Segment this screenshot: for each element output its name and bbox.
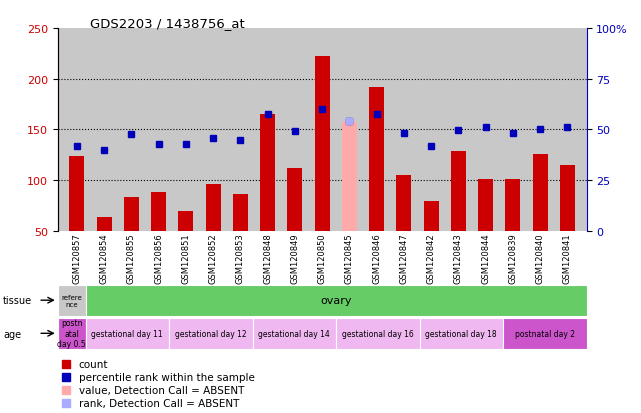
Text: GSM120856: GSM120856: [154, 233, 163, 283]
Bar: [260, 115, 275, 231]
Bar: [85, 318, 169, 349]
Bar: [342, 123, 357, 231]
Bar: [451, 151, 466, 231]
Text: GDS2203 / 1438756_at: GDS2203 / 1438756_at: [90, 17, 244, 29]
Text: GSM120845: GSM120845: [345, 233, 354, 283]
Bar: [533, 154, 547, 231]
Bar: [206, 185, 221, 231]
Text: postn
atal
day 0.5: postn atal day 0.5: [57, 319, 86, 348]
Text: gestational day 12: gestational day 12: [175, 329, 247, 338]
Bar: [478, 180, 493, 231]
Text: GSM120851: GSM120851: [181, 233, 190, 283]
Bar: [396, 176, 412, 231]
Text: gestational day 11: gestational day 11: [92, 329, 163, 338]
Text: GSM120849: GSM120849: [290, 233, 299, 283]
Text: tissue: tissue: [3, 296, 32, 306]
Text: GSM120847: GSM120847: [399, 233, 408, 283]
Bar: [58, 318, 85, 349]
Text: ovary: ovary: [320, 295, 352, 306]
Bar: [233, 195, 248, 231]
Text: rank, Detection Call = ABSENT: rank, Detection Call = ABSENT: [79, 399, 239, 408]
Text: GSM120857: GSM120857: [72, 233, 81, 283]
Bar: [342, 125, 357, 231]
Bar: [315, 57, 329, 231]
Text: GSM120855: GSM120855: [127, 233, 136, 283]
Bar: [336, 318, 419, 349]
Text: GSM120854: GSM120854: [99, 233, 108, 283]
Text: gestational day 18: gestational day 18: [426, 329, 497, 338]
Bar: [560, 166, 575, 231]
Text: GSM120843: GSM120843: [454, 233, 463, 283]
Bar: [58, 285, 85, 316]
Text: GSM120848: GSM120848: [263, 233, 272, 283]
Text: GSM120844: GSM120844: [481, 233, 490, 283]
Text: percentile rank within the sample: percentile rank within the sample: [79, 372, 254, 382]
Text: GSM120850: GSM120850: [317, 233, 327, 283]
Bar: [253, 318, 336, 349]
Text: GSM120846: GSM120846: [372, 233, 381, 283]
Text: count: count: [79, 359, 108, 369]
Text: value, Detection Call = ABSENT: value, Detection Call = ABSENT: [79, 385, 244, 395]
Bar: [69, 157, 84, 231]
Text: GSM120839: GSM120839: [508, 233, 517, 283]
Text: GSM120842: GSM120842: [427, 233, 436, 283]
Bar: [419, 318, 503, 349]
Text: GSM120841: GSM120841: [563, 233, 572, 283]
Text: gestational day 14: gestational day 14: [258, 329, 330, 338]
Text: age: age: [3, 329, 21, 339]
Bar: [505, 180, 520, 231]
Text: gestational day 16: gestational day 16: [342, 329, 413, 338]
Bar: [503, 318, 587, 349]
Text: GSM120840: GSM120840: [536, 233, 545, 283]
Bar: [424, 202, 438, 231]
Text: GSM120853: GSM120853: [236, 233, 245, 283]
Text: GSM120852: GSM120852: [208, 233, 217, 283]
Bar: [124, 198, 139, 231]
Text: refere
nce: refere nce: [62, 294, 82, 307]
Bar: [287, 169, 303, 231]
Bar: [369, 88, 384, 231]
Bar: [178, 211, 194, 231]
Bar: [151, 193, 166, 231]
Bar: [169, 318, 253, 349]
Text: postnatal day 2: postnatal day 2: [515, 329, 575, 338]
Bar: [97, 217, 112, 231]
